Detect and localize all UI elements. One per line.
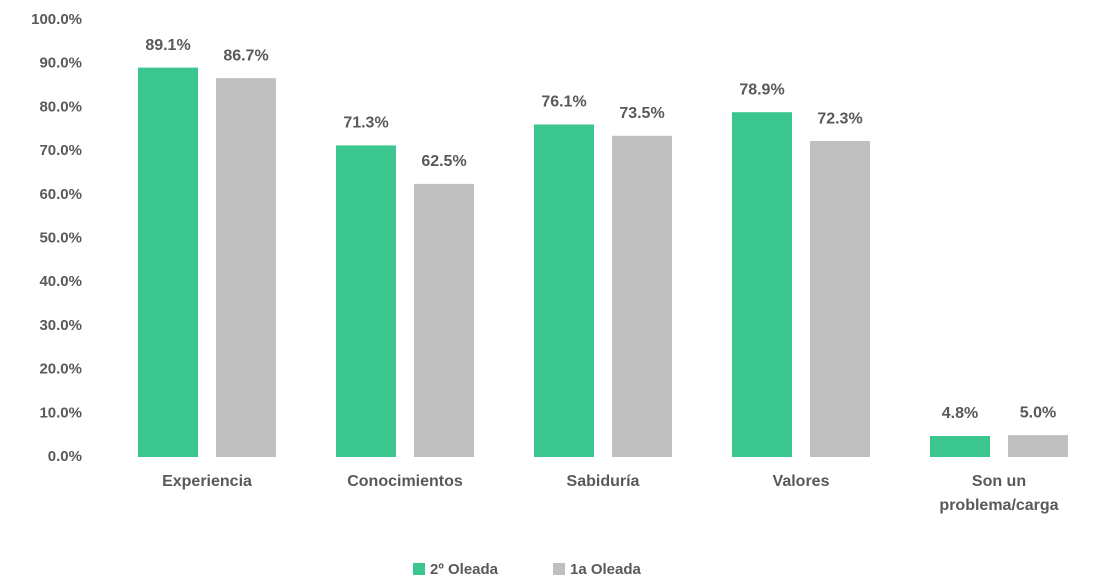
data-label: 73.5% xyxy=(619,105,664,122)
data-label: 86.7% xyxy=(223,47,268,64)
bar xyxy=(930,436,990,457)
bar xyxy=(534,124,594,458)
y-tick-label: 0.0% xyxy=(48,448,82,465)
y-tick-label: 100.0% xyxy=(31,11,82,28)
bar xyxy=(138,67,198,458)
bar xyxy=(732,112,792,457)
bar xyxy=(612,135,672,457)
y-tick-label: 10.0% xyxy=(39,404,82,421)
legend-label: 1a Oleada xyxy=(570,561,642,578)
data-label: 76.1% xyxy=(541,94,586,111)
data-label: 71.3% xyxy=(343,115,388,132)
data-label: 72.3% xyxy=(817,110,862,127)
y-tick-label: 60.0% xyxy=(39,186,82,203)
bar xyxy=(336,145,396,457)
y-tick-label: 90.0% xyxy=(39,55,82,72)
y-tick-label: 40.0% xyxy=(39,273,82,290)
y-tick-label: 50.0% xyxy=(39,229,82,246)
data-label: 89.1% xyxy=(145,37,190,54)
data-label: 78.9% xyxy=(739,81,784,98)
data-label: 4.8% xyxy=(942,405,978,422)
legend-swatch xyxy=(413,563,425,575)
x-tick-label: Valores xyxy=(772,473,830,490)
data-label: 62.5% xyxy=(421,153,466,170)
y-tick-label: 20.0% xyxy=(39,361,82,378)
bar xyxy=(216,78,276,457)
y-tick-label: 80.0% xyxy=(39,98,82,115)
bar xyxy=(810,141,870,457)
legend-label: 2º Oleada xyxy=(430,561,499,578)
y-tick-label: 70.0% xyxy=(39,142,82,159)
x-tick-label: Experiencia xyxy=(162,473,252,490)
x-tick-label: Sabiduría xyxy=(566,473,640,490)
x-tick-label: Conocimientos xyxy=(347,473,463,490)
x-tick-label: Son un problema/carga xyxy=(939,473,1059,514)
bar xyxy=(1008,435,1068,457)
legend-swatch xyxy=(553,563,565,575)
bar xyxy=(414,183,474,457)
data-label: 5.0% xyxy=(1020,404,1056,421)
y-tick-label: 30.0% xyxy=(39,317,82,334)
